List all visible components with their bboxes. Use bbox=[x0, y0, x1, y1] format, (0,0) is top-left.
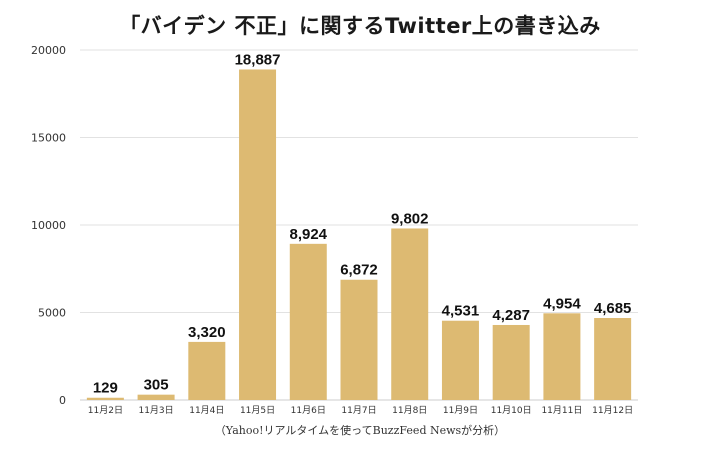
bar bbox=[543, 313, 581, 400]
x-tick-label: 11月11日 bbox=[541, 405, 582, 416]
x-tick-label: 11月4日 bbox=[189, 405, 224, 416]
bar bbox=[86, 397, 124, 400]
chart-title: 「バイデン 不正」に関するTwitter上の書き込み bbox=[119, 14, 601, 38]
bar-value-label: 6,872 bbox=[340, 262, 378, 279]
x-tick-label: 11月3日 bbox=[138, 405, 173, 416]
bar bbox=[594, 318, 632, 400]
bar bbox=[188, 341, 226, 400]
bar bbox=[137, 394, 175, 400]
value-labels: 129 305 3,320 18,887 8,924 6,872 9,802 4,531 4,2… bbox=[93, 51, 632, 396]
bar-value-label: 18,887 bbox=[235, 51, 281, 68]
bar bbox=[391, 228, 429, 400]
bar bbox=[340, 279, 378, 400]
y-tick-label: 10000 bbox=[31, 219, 66, 232]
y-tick-label: 5000 bbox=[38, 307, 66, 320]
bar-value-label: 305 bbox=[144, 377, 169, 394]
bar bbox=[492, 324, 530, 400]
x-tick-label: 11月2日 bbox=[88, 405, 123, 416]
bar bbox=[289, 243, 327, 400]
y-axis-ticks: 0 5000 10000 15000 20000 bbox=[31, 44, 66, 407]
x-axis-ticks: 11月2日 11月3日 11月4日 11月5日 11月6日 11月7日 11月8日 11月9日… bbox=[88, 405, 633, 416]
bar-value-label: 129 bbox=[93, 380, 118, 397]
source-note: （Yahoo!リアルタイムを使ってBuzzFeed Newsが分析） bbox=[214, 424, 506, 437]
x-tick-label: 11月12日 bbox=[592, 405, 633, 416]
x-tick-label: 11月7日 bbox=[341, 405, 376, 416]
y-tick-label: 0 bbox=[59, 394, 66, 407]
bar bbox=[239, 69, 277, 400]
y-tick-label: 20000 bbox=[31, 44, 66, 57]
x-tick-label: 11月8日 bbox=[392, 405, 427, 416]
x-tick-label: 11月6日 bbox=[291, 405, 326, 416]
bar-value-label: 8,924 bbox=[289, 226, 327, 243]
bar-value-label: 3,320 bbox=[188, 324, 226, 341]
x-tick-label: 11月10日 bbox=[491, 405, 532, 416]
bar-value-label: 4,954 bbox=[543, 295, 581, 312]
bar-value-label: 4,287 bbox=[492, 307, 530, 324]
bar-value-label: 4,685 bbox=[594, 300, 632, 317]
x-tick-label: 11月5日 bbox=[240, 405, 275, 416]
bar-value-label: 9,802 bbox=[391, 210, 429, 227]
bar bbox=[441, 320, 479, 400]
bar-value-label: 4,531 bbox=[442, 303, 480, 320]
bars bbox=[86, 69, 632, 400]
gridlines bbox=[80, 49, 638, 401]
x-tick-label: 11月9日 bbox=[443, 405, 478, 416]
y-tick-label: 15000 bbox=[31, 132, 66, 145]
